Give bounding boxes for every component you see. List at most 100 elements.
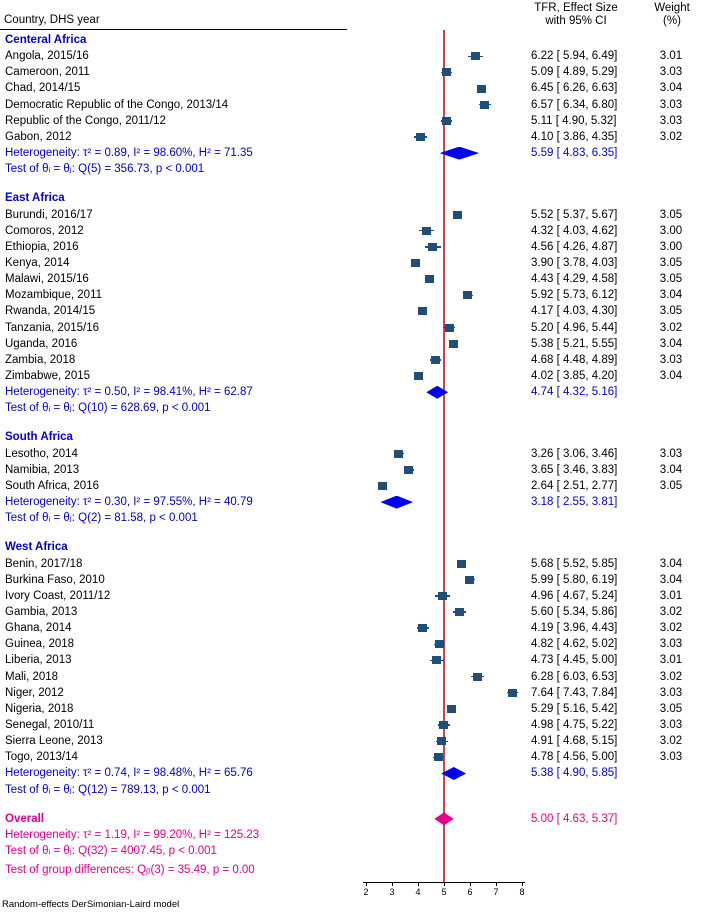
x-axis-tick-label: 7: [493, 887, 499, 898]
x-axis-tick-label: 6: [467, 887, 473, 898]
group-difference-test: Test of group differences: Qᵦ(3) = 35.49…: [5, 864, 255, 877]
study-weight: 3.04: [659, 573, 683, 586]
study-weight: 3.00: [659, 240, 683, 253]
study-marker: [465, 575, 475, 584]
study-label: Burundi, 2016/17: [5, 208, 93, 221]
column-header-weight-line1: Weight: [654, 2, 690, 14]
x-axis-tick: [444, 882, 445, 887]
study-weight: 3.02: [659, 735, 683, 748]
study-label: Cameroon, 2011: [5, 66, 90, 79]
study-effect: 5.29 [ 5.16, 5.42]: [531, 702, 618, 715]
column-header-effect-line2: with 95% CI: [545, 15, 607, 27]
column-header-effect-line1: TFR, Effect Size: [534, 2, 618, 14]
study-marker: [404, 465, 414, 474]
x-axis-tick: [418, 882, 419, 887]
study-marker: [437, 737, 447, 746]
study-marker: [421, 226, 431, 235]
study-marker: [480, 100, 490, 109]
study-effect: 4.82 [ 4.62, 5.02]: [531, 638, 618, 651]
region-header: East Africa: [5, 192, 65, 205]
study-label: Uganda, 2016: [5, 337, 78, 350]
study-marker: [463, 291, 473, 300]
study-marker: [410, 259, 420, 268]
study-label: Gabon, 2012: [5, 130, 72, 143]
overall-diamond: [434, 812, 454, 826]
region-header: Centeral Africa: [5, 34, 87, 46]
study-marker: [455, 608, 465, 617]
study-marker: [447, 704, 457, 713]
study-effect: 4.56 [ 4.26, 4.87]: [531, 240, 618, 253]
study-weight: 3.03: [659, 638, 683, 651]
heterogeneity-label: Heterogeneity: τ² = 0.89, I² = 98.60%, H…: [5, 147, 253, 160]
study-marker: [417, 307, 427, 316]
study-effect: 4.68 [ 4.48, 4.89]: [531, 353, 618, 366]
study-weight: 3.05: [659, 479, 683, 492]
study-weight: 3.04: [659, 289, 683, 302]
column-header-weight-line2: (%): [663, 15, 681, 27]
study-weight: 3.04: [659, 370, 683, 382]
x-axis-tick: [470, 882, 471, 887]
study-marker: [472, 672, 482, 681]
x-axis-tick-label: 2: [363, 887, 369, 898]
region-header: West Africa: [5, 541, 68, 554]
study-effect: 4.02 [ 3.85, 4.20]: [531, 370, 618, 382]
study-label: Mozambique, 2011: [5, 289, 102, 302]
homogeneity-test-label: Test of θᵢ = θⱼ: Q(12) = 789.13, p < 0.0…: [5, 783, 211, 796]
study-label: Togo, 2013/14: [5, 751, 78, 764]
x-axis-tick: [522, 882, 523, 887]
study-effect: 5.11 [ 4.90, 5.32]: [531, 114, 617, 127]
study-label: Guinea, 2018: [5, 638, 75, 651]
study-weight: 3.03: [659, 98, 683, 111]
study-label: Sierra Leone, 2013: [5, 735, 103, 748]
x-axis-tick: [496, 882, 497, 887]
study-label: Mali, 2018: [5, 670, 59, 683]
study-weight: 3.02: [659, 321, 683, 334]
heterogeneity-label: Heterogeneity: τ² = 0.74, I² = 98.48%, H…: [5, 767, 253, 780]
study-marker: [418, 624, 428, 633]
study-label: Zimbabwe, 2015: [5, 370, 91, 382]
study-marker: [457, 559, 467, 568]
study-effect: 4.98 [ 4.75, 5.22]: [531, 719, 618, 731]
subgroup-diamond: [426, 385, 449, 399]
region-header: South Africa: [5, 431, 73, 444]
study-weight: 3.03: [659, 447, 683, 460]
reference-line: [443, 30, 445, 883]
study-label: Ivory Coast, 2011/12: [5, 589, 111, 602]
study-effect: 3.65 [ 3.46, 3.83]: [531, 463, 618, 476]
study-marker: [428, 242, 438, 251]
study-effect: 5.52 [ 5.37, 5.67]: [531, 208, 618, 221]
overall-heterogeneity: Heterogeneity: τ² = 1.19, I² = 99.20%, H…: [5, 828, 260, 841]
study-label: Comoros, 2012: [5, 224, 84, 237]
study-marker: [442, 116, 452, 125]
study-effect: 6.45 [ 6.26, 6.63]: [531, 82, 618, 95]
study-weight: 3.05: [659, 208, 683, 221]
study-label: Kenya, 2014: [5, 256, 70, 269]
study-effect: 5.92 [ 5.73, 6.12]: [531, 289, 618, 302]
study-weight: 3.03: [659, 114, 683, 127]
subgroup-effect: 4.74 [ 4.32, 5.16]: [531, 386, 618, 399]
homogeneity-test-label: Test of θᵢ = θⱼ: Q(10) = 628.69, p < 0.0…: [5, 402, 211, 415]
overall-test: Test of θᵢ = θⱼ: Q(32) = 4007.45, p < 0.…: [5, 845, 217, 858]
study-marker: [471, 52, 481, 61]
study-weight: 3.00: [659, 224, 683, 237]
study-weight: 3.05: [659, 702, 683, 715]
study-weight: 3.03: [659, 686, 683, 699]
homogeneity-test-label: Test of θᵢ = θⱼ: Q(5) = 356.73, p < 0.00…: [5, 163, 205, 176]
study-weight: 3.01: [659, 50, 683, 63]
x-axis-tick: [366, 882, 367, 887]
x-axis-tick: [392, 882, 393, 887]
x-axis-tick-label: 8: [519, 887, 525, 898]
study-effect: 5.68 [ 5.52, 5.85]: [531, 557, 618, 570]
subgroup-diamond: [380, 495, 414, 509]
study-effect: 5.09 [ 4.89, 5.29]: [531, 66, 618, 79]
x-axis-tick-label: 5: [441, 887, 447, 898]
study-marker: [434, 640, 444, 649]
study-marker: [416, 132, 426, 141]
study-marker: [438, 591, 448, 600]
study-weight: 3.02: [659, 622, 683, 635]
study-label: Angola, 2015/16: [5, 50, 89, 63]
heterogeneity-label: Heterogeneity: τ² = 0.50, I² = 98.41%, H…: [5, 386, 253, 399]
study-marker: [477, 84, 487, 93]
